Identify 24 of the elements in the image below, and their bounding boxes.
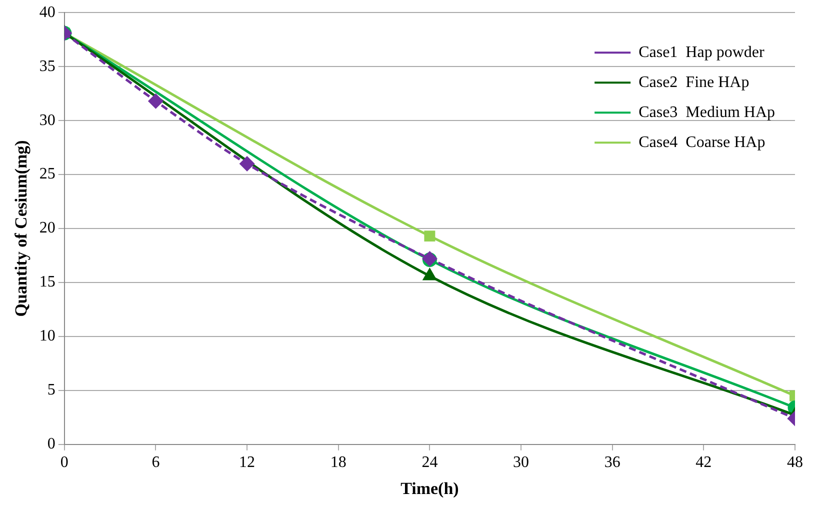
x-tick-label: 36 xyxy=(604,454,620,472)
y-tick-label: 25 xyxy=(39,166,56,183)
x-tick-label: 24 xyxy=(422,454,438,472)
y-tick-label: 20 xyxy=(39,220,56,237)
legend-label: Case1 Hap powder xyxy=(638,44,765,61)
y-tick-label: 10 xyxy=(39,328,56,345)
legend-label: Case2 Fine HAp xyxy=(638,74,750,91)
legend-label: Case4 Coarse HAp xyxy=(638,134,766,151)
y-tick-label: 35 xyxy=(39,58,56,75)
x-tick-label: 12 xyxy=(239,454,256,472)
legend-label: Case3 Medium HAp xyxy=(638,104,776,121)
y-axis-title: Quantity of Cesium(mg) xyxy=(12,140,31,317)
x-tick-label: 0 xyxy=(60,454,68,472)
y-tick-label: 5 xyxy=(47,382,56,399)
y-tick-label: 40 xyxy=(39,4,56,21)
y-tick-label: 30 xyxy=(39,112,56,129)
x-axis-title: Time(h) xyxy=(400,479,459,498)
y-tick-label: 0 xyxy=(47,436,56,453)
y-tick-label: 15 xyxy=(39,274,56,291)
x-tick-label: 48 xyxy=(787,454,803,472)
x-tick-label: 6 xyxy=(152,454,160,472)
x-tick-label: 30 xyxy=(513,454,530,472)
x-tick-label: 18 xyxy=(330,454,346,472)
x-tick-label: 42 xyxy=(696,454,712,472)
